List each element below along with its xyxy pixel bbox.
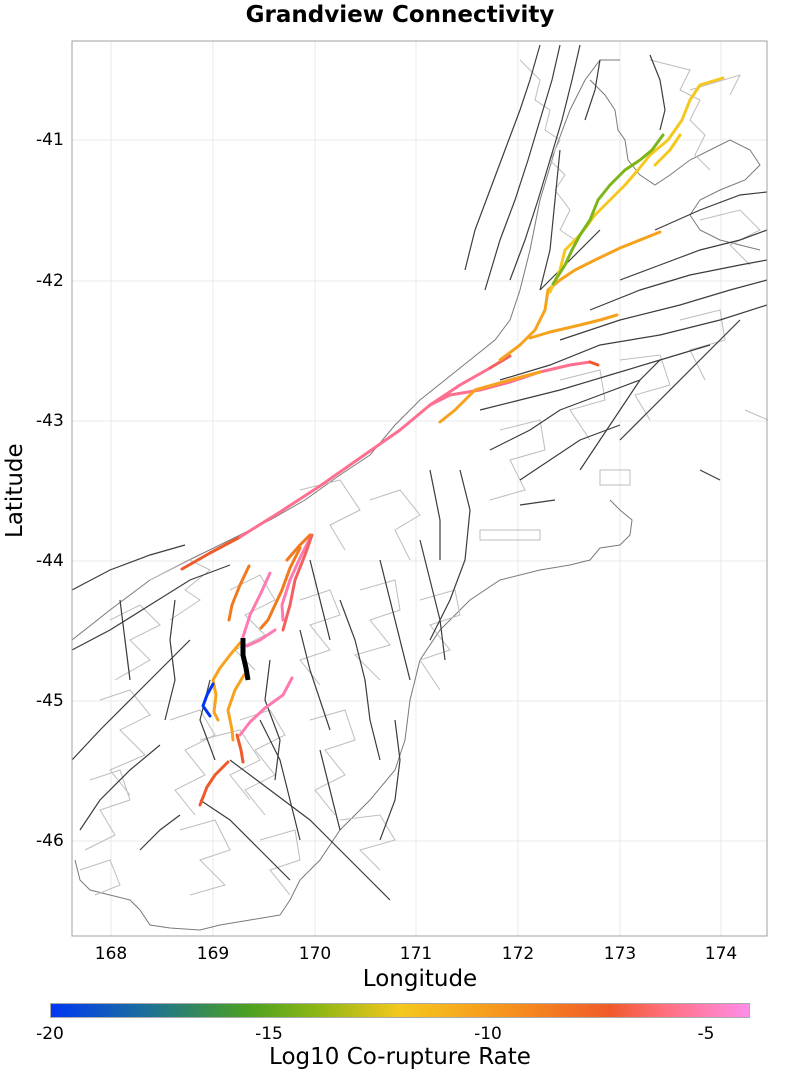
waimea <box>551 133 665 286</box>
red-otago <box>235 733 245 764</box>
wairau <box>498 258 597 362</box>
fault-network-gray <box>79 59 769 896</box>
y-tick-45: -45 <box>36 691 64 711</box>
hope-branch-orange <box>438 370 542 424</box>
grandview-fault <box>240 638 251 681</box>
x-tick-174: 174 <box>704 944 738 964</box>
coastline <box>71 59 761 931</box>
awatere <box>548 76 725 294</box>
map-plot <box>71 40 769 937</box>
x-tick-172: 172 <box>501 944 535 964</box>
orange-top <box>285 533 312 562</box>
colorbar-tick-minus15: -15 <box>255 1024 283 1044</box>
pink-fault-1 <box>241 571 272 639</box>
ostler-orange <box>227 564 251 622</box>
orange-fault-2 <box>259 546 302 630</box>
alpine-north <box>488 354 512 370</box>
x-axis-label: Longitude <box>362 966 478 992</box>
colorbar <box>50 1003 750 1018</box>
x-tick-173: 173 <box>603 944 637 964</box>
red-fault <box>281 533 314 632</box>
y-tick-42: -42 <box>36 271 64 291</box>
fault-network-traces <box>71 44 768 901</box>
chart-title: Grandview Connectivity <box>245 2 555 28</box>
y-axis-label: Latitude <box>2 443 28 538</box>
colorbar-tick-minus20: -20 <box>36 1024 64 1044</box>
orange-otago-1 <box>211 641 242 722</box>
x-tick-169: 169 <box>196 944 230 964</box>
co-rupture-traces <box>180 76 725 807</box>
colorbar-label: Log10 Co-rupture Rate <box>269 1044 531 1070</box>
y-tick-43: -43 <box>36 411 64 431</box>
colorbar-tick-minus5: -5 <box>697 1024 715 1044</box>
pink-fault-2 <box>280 536 312 622</box>
x-tick-170: 170 <box>298 944 332 964</box>
blue-fault <box>201 682 215 718</box>
colorbar-tick-minus10: -10 <box>474 1024 502 1044</box>
alpine-south <box>180 535 242 571</box>
plot-frame <box>71 40 768 937</box>
x-tick-171: 171 <box>399 944 433 964</box>
y-tick-41: -41 <box>36 130 64 150</box>
hope-fault <box>428 360 592 407</box>
gridlines <box>72 41 767 936</box>
orange-otago-2 <box>226 673 246 742</box>
y-tick-44: -44 <box>36 551 64 571</box>
pink-connector <box>245 628 277 648</box>
pink-otago <box>238 676 294 737</box>
clarence <box>528 313 619 340</box>
x-tick-168: 168 <box>94 944 128 964</box>
alpine-central <box>238 366 492 539</box>
y-tick-46: -46 <box>36 831 64 851</box>
red-southwest <box>198 760 230 807</box>
